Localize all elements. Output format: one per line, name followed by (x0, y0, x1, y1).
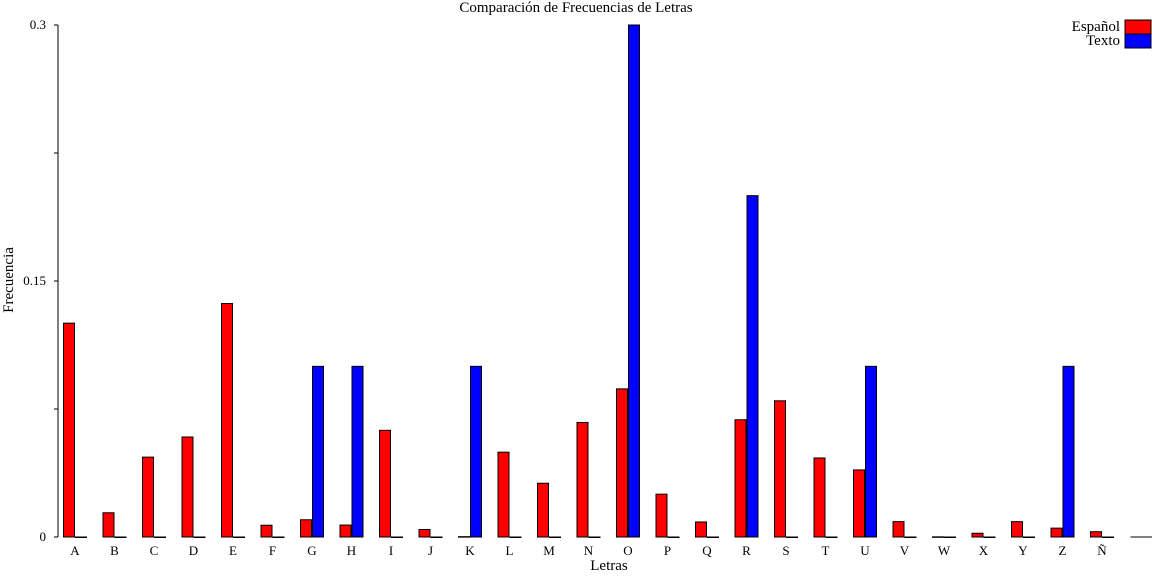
x-tick-label: M (543, 543, 555, 558)
legend-label: Texto (1086, 33, 1120, 49)
bar-espanol-E (221, 303, 233, 538)
x-tick-label: Y (1018, 543, 1028, 558)
bar-texto-S (786, 536, 798, 538)
bars (63, 24, 1114, 538)
x-tick-label: I (389, 543, 393, 558)
bar-texto-Ñ (1102, 536, 1114, 538)
bar-texto-C (154, 536, 166, 538)
bar-texto-E (233, 536, 245, 538)
x-tick-label: V (900, 543, 910, 558)
x-tick-label: C (150, 543, 159, 558)
bar-texto-Y (1023, 536, 1035, 538)
bar-texto-W (944, 536, 956, 538)
bar-texto-U (865, 365, 877, 538)
bar-texto-D (193, 536, 206, 538)
bar-texto-L (509, 536, 522, 538)
chart-title: Comparación de Frecuencias de Letras (459, 0, 692, 16)
legend-swatch (1124, 19, 1152, 35)
bar-texto-B (114, 536, 127, 538)
y-tick-labels: 0 0.15 0.3 (23, 17, 46, 544)
y-tick-label: 0 (40, 529, 47, 544)
bar-texto-Z (1062, 365, 1075, 538)
x-tick-label: H (347, 543, 356, 558)
x-tick-label: S (782, 543, 789, 558)
bar-texto-K (470, 365, 482, 538)
legend-swatch (1124, 33, 1152, 49)
y-axis-label: Frecuencia (1, 247, 17, 313)
bar-texto-P (667, 536, 680, 538)
bar-espanol-Z (1050, 527, 1063, 538)
x-axis-label: Letras (590, 558, 628, 574)
bar-espanol-I (379, 429, 391, 538)
bar-espanol-A (63, 322, 75, 538)
bar-texto-J (430, 536, 443, 538)
bar-espanol-R (734, 419, 747, 538)
bar-espanol-W (932, 536, 944, 538)
bar-espanol-B (102, 512, 115, 538)
x-tick-label: Q (702, 543, 712, 558)
x-tick-label: D (189, 543, 198, 558)
legend-label: Español (1072, 19, 1120, 35)
x-tick-label: W (938, 543, 951, 558)
bar-espanol-P (655, 493, 668, 538)
bar-espanol-M (537, 482, 549, 538)
x-tick-label: F (269, 543, 276, 558)
x-tick-label: B (110, 543, 119, 558)
bar-texto-H (351, 365, 364, 538)
bar-espanol-U (853, 469, 865, 538)
x-tick-label: O (623, 543, 632, 558)
bar-texto-R (746, 195, 759, 538)
bar-texto-G (312, 365, 324, 538)
bar-texto-V (904, 536, 917, 538)
x-tick-label: R (742, 543, 751, 558)
bar-espanol-G (300, 519, 312, 538)
bar-espanol-D (181, 436, 194, 538)
bar-espanol-Q (695, 521, 707, 538)
bar-espanol-O (616, 388, 628, 538)
x-tick-label: L (506, 543, 514, 558)
bar-espanol-Ñ (1090, 531, 1102, 538)
bar-espanol-Y (1011, 521, 1023, 538)
x-tick-label: Z (1059, 543, 1067, 558)
bar-texto-T (825, 536, 838, 538)
bar-espanol-N (576, 421, 589, 538)
x-tick-label: X (979, 543, 989, 558)
y-tick-label: 0.15 (23, 273, 46, 288)
bar-texto-I (391, 536, 403, 538)
bar-texto-Q (707, 536, 719, 538)
bar-texto-O (628, 24, 640, 538)
bar-espanol-T (813, 457, 826, 538)
bar-espanol-L (497, 451, 510, 538)
x-tick-label: E (229, 543, 237, 558)
x-tick-label: P (664, 543, 671, 558)
bar-texto-A (75, 536, 87, 538)
bar-espanol-C (142, 456, 154, 538)
bar-texto-M (549, 536, 561, 538)
x-tick-label: G (307, 543, 316, 558)
x-tick-label: Ñ (1097, 543, 1107, 558)
x-tick-label: A (70, 543, 80, 558)
bar-espanol-X (971, 532, 984, 538)
y-tick-label: 0.3 (30, 17, 46, 32)
x-tick-label: N (584, 543, 594, 558)
bar-texto-X (983, 536, 996, 538)
x-tick-label: T (822, 543, 830, 558)
x-tick-label: U (860, 543, 870, 558)
x-tick-label: J (428, 543, 433, 558)
bar-espanol-K (458, 536, 470, 538)
bar-espanol-J (418, 528, 431, 538)
bar-texto-N (588, 536, 601, 538)
bar-texto-F (272, 536, 285, 538)
bar-espanol-V (892, 521, 905, 538)
bar-espanol-H (339, 524, 352, 538)
bar-espanol-S (774, 400, 786, 538)
axes (54, 24, 1152, 538)
x-tick-label: K (465, 543, 475, 558)
bar-espanol-F (260, 524, 273, 538)
